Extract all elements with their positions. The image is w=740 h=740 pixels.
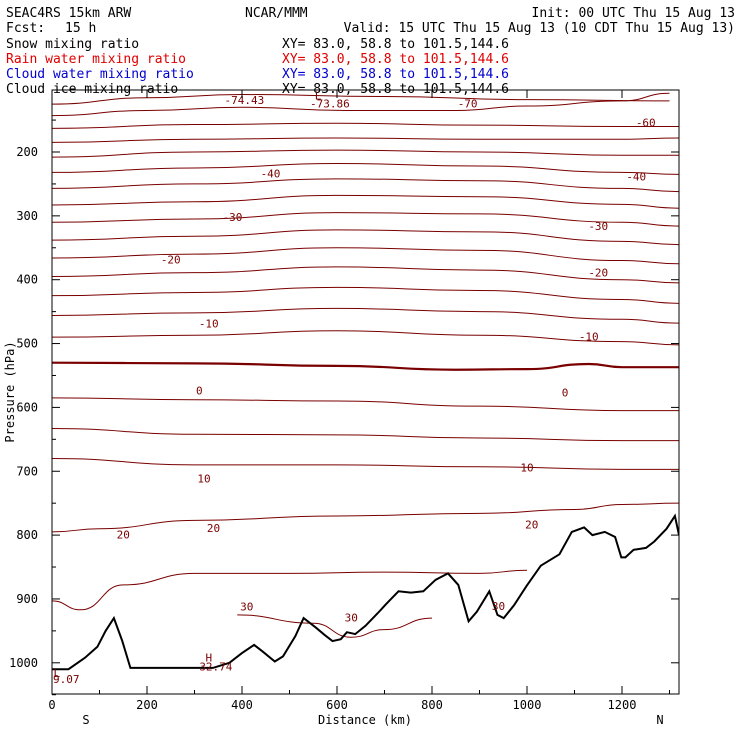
valid-time: Valid: 15 UTC Thu 15 Aug 13 (10 CDT Thu …: [344, 21, 735, 36]
contour-label: H: [205, 652, 212, 665]
y-tick-label: 700: [16, 464, 38, 478]
x-axis-ticks: 0 200 400 600 800 1000 1200: [48, 90, 670, 712]
contour-line: [52, 427, 679, 442]
contour-line: [52, 92, 670, 117]
contour-label: 30: [492, 600, 505, 613]
contour-labels: -74.43 L-73.86 -70-60-40 -40-30-30-20-20-10…: [53, 90, 656, 687]
y-tick-label: 400: [16, 273, 38, 287]
contour-label: -60: [636, 116, 656, 129]
contour-label: -20: [588, 267, 608, 280]
field-name: Rain water mixing ratio: [6, 52, 186, 67]
y-tick-label: 800: [16, 528, 38, 542]
field-xy-range: XY= 83.0, 58.8 to 101.5,144.6: [282, 52, 509, 67]
y-tick-label: 600: [16, 400, 38, 414]
contour-line: [52, 286, 679, 304]
y-tick-label: 900: [16, 592, 38, 606]
contour-label: -40: [261, 168, 281, 181]
contour-line: [52, 397, 679, 412]
field-xy-range: XY= 83.0, 58.8 to 101.5,144.6: [282, 67, 509, 82]
x-tick-label: 1200: [608, 698, 637, 712]
contour-label: -74.43: [225, 94, 265, 107]
contour-line: [52, 361, 679, 371]
contour-label: 20: [525, 519, 538, 532]
contour-label: 20: [117, 528, 130, 541]
x-axis-label: Distance (km): [318, 713, 412, 727]
contour-line: [52, 137, 679, 143]
contour-line: [52, 229, 679, 246]
organization: NCAR/MMM: [245, 6, 308, 21]
forecast-hours: 15 h: [65, 21, 96, 36]
contour-label: 32.74: [199, 660, 232, 673]
x-tick-label: 0: [48, 698, 55, 712]
terrain-line: [52, 513, 679, 671]
contour-label: 9.07: [53, 673, 80, 686]
contour-label: -73.86: [310, 97, 350, 110]
y-tick-label: 1000: [9, 656, 38, 670]
contour-line: [52, 502, 679, 533]
contour-label: 0: [562, 387, 569, 400]
init-time: Init: 00 UTC Thu 15 Aug 13: [532, 6, 736, 21]
forecast-label: Fcst:: [6, 21, 45, 36]
contour-label: 0: [196, 385, 203, 398]
contour-line: [52, 247, 679, 265]
y-tick-label: 300: [16, 209, 38, 223]
contour-label: -10: [579, 330, 599, 343]
contour-label: 30: [240, 600, 253, 613]
contour-label: -70: [458, 97, 478, 110]
contour-label: 30: [345, 611, 358, 624]
contour-label: -20: [161, 254, 181, 267]
contour-line: [52, 569, 528, 611]
contour-label: 10: [197, 473, 210, 486]
terrain-outline: [52, 513, 679, 671]
contour-line: [52, 330, 679, 346]
contour-label: L: [53, 667, 60, 680]
contour-label: -10: [199, 318, 219, 331]
contour-line: [52, 457, 679, 470]
contour-label: -40: [626, 171, 646, 184]
x-tick-label: 400: [231, 698, 253, 712]
y-tick-label: 200: [16, 145, 38, 159]
cross-section-plot: -74.43 L-73.86 -70-60-40 -40-30-30-20-20-10…: [9, 89, 680, 712]
model-title: SEAC4RS 15km ARW: [6, 6, 131, 21]
contour-line: [52, 122, 679, 129]
field-legend: Snow mixing ratio XY= 83.0, 58.8 to 101.5…: [6, 37, 509, 97]
contour-line: [237, 614, 433, 638]
south-end-label: S: [82, 713, 89, 727]
contour-lines: [52, 92, 679, 638]
contour-line: [52, 212, 679, 227]
contour-label: -30: [588, 220, 608, 233]
x-tick-label: 800: [421, 698, 443, 712]
field-name: Cloud water mixing ratio: [6, 67, 194, 82]
contour-label: 20: [207, 522, 220, 535]
north-end-label: N: [656, 713, 663, 727]
y-axis-label: Pressure (hPa): [3, 341, 17, 442]
contour-label: L: [315, 90, 322, 103]
field-xy-range: XY= 83.0, 58.8 to 101.5,144.6: [282, 37, 509, 52]
contour-line: [52, 307, 679, 324]
contour-line: [52, 194, 679, 209]
x-tick-label: 600: [326, 698, 348, 712]
plot-frame: [51, 89, 680, 695]
contour-line: [52, 94, 670, 105]
y-tick-label: 500: [16, 337, 38, 351]
contour-label: 10: [520, 461, 533, 474]
x-tick-label: 1000: [513, 698, 542, 712]
contour-line: [52, 178, 679, 193]
contour-line: [52, 162, 679, 175]
field-name: Snow mixing ratio: [6, 37, 139, 52]
contour-line: [52, 149, 679, 158]
x-tick-label: 200: [136, 698, 158, 712]
contour-line: [52, 266, 679, 284]
contour-label: -30: [223, 211, 243, 224]
